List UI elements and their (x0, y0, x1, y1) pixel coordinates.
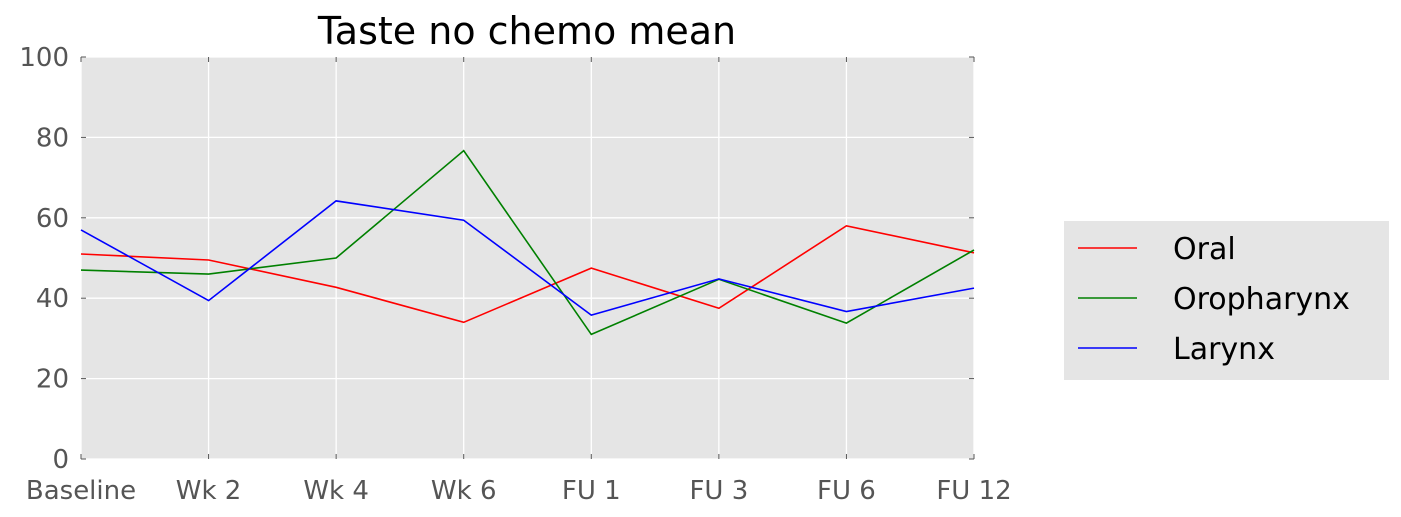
grid-lines (80, 56, 975, 460)
series-lines (80, 149, 975, 336)
legend-label-oropharynx: Oropharynx (1173, 282, 1350, 317)
chart-title: Taste no chemo mean (317, 9, 736, 53)
y-axis-tick-labels: 0 20 40 60 80 100 (19, 43, 69, 475)
series-line-oropharynx (80, 149, 975, 336)
y-tick-label: 100 (19, 43, 69, 73)
x-tick-label: Wk 2 (176, 476, 242, 506)
y-tick-label: 20 (36, 365, 69, 395)
x-axis-tick-labels: Baseline Wk 2 Wk 4 Wk 6 FU 1 FU 3 FU 6 FU 12 (26, 476, 1012, 506)
plot-area (81, 57, 974, 459)
x-tick-label: FU 3 (689, 476, 748, 506)
x-tick-label: Baseline (26, 476, 136, 506)
axis-ticks (80, 56, 975, 460)
series-line-oral (80, 224, 975, 324)
x-tick-label: FU 12 (936, 476, 1011, 506)
y-tick-label: 0 (52, 445, 69, 475)
x-tick-label: Wk 4 (303, 476, 369, 506)
y-tick-label: 40 (36, 284, 69, 314)
series-line-larynx (80, 200, 975, 316)
legend: Oral Oropharynx Larynx (1064, 221, 1389, 380)
legend-label-oral: Oral (1173, 232, 1236, 267)
legend-label-larynx: Larynx (1173, 332, 1275, 367)
x-tick-label: Wk 6 (431, 476, 497, 506)
x-tick-label: FU 1 (562, 476, 621, 506)
x-tick-label: FU 6 (817, 476, 876, 506)
y-tick-label: 80 (36, 123, 69, 153)
y-tick-label: 60 (36, 204, 69, 234)
